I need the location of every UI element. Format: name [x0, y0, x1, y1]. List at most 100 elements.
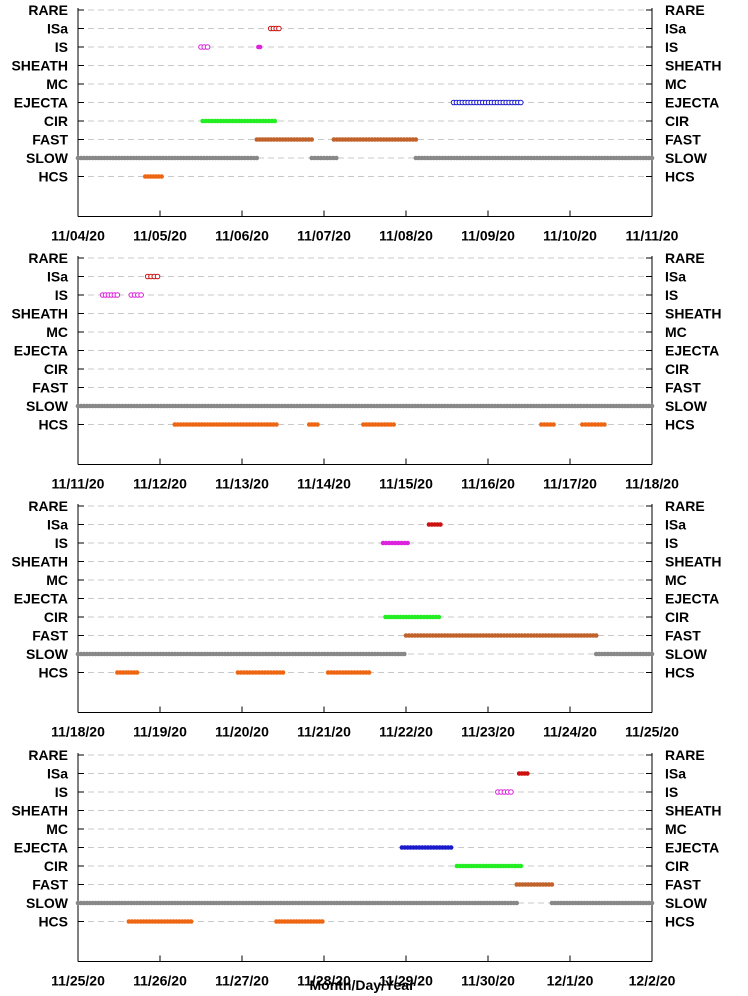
segment-fast — [331, 137, 419, 142]
data-point-is — [138, 292, 144, 298]
y-tick-label-left: SLOW — [26, 150, 69, 166]
data-point-hcs — [598, 422, 604, 427]
x-tick-label: 11/19/20 — [133, 724, 187, 740]
y-tick-label-left: EJECTA — [14, 840, 68, 856]
y-tick-label-left: RARE — [28, 2, 68, 18]
y-tick-label-left: IS — [55, 535, 68, 551]
y-tick-label-left: FAST — [32, 380, 68, 396]
segment-hcs — [306, 422, 320, 427]
segment-cir — [200, 118, 278, 124]
x-tick-label: 11/06/20 — [215, 228, 269, 244]
data-point-hcs — [188, 919, 194, 924]
segment-slow — [413, 155, 655, 161]
segment-hcs — [172, 422, 279, 427]
y-tick-label-left: IS — [55, 784, 68, 800]
y-tick-label-right: SHEATH — [665, 554, 722, 570]
data-point-hcs — [134, 670, 140, 675]
y-tick-label-right: RARE — [665, 747, 705, 763]
segment-hcs — [274, 919, 325, 924]
y-tick-label-left: ISa — [47, 517, 68, 533]
segment-slow — [75, 155, 260, 161]
x-tick-label: 11/07/20 — [297, 228, 351, 244]
data-point-hcs — [595, 422, 601, 427]
data-point-hcs — [602, 422, 607, 427]
x-tick-label: 11/25/20 — [625, 724, 679, 740]
y-tick-label-right: FAST — [665, 380, 701, 396]
data-point-hcs — [366, 670, 372, 675]
data-point-is — [508, 789, 514, 795]
y-tick-label-right: SHEATH — [665, 58, 722, 74]
x-tick-label: 11/28/20 — [297, 973, 351, 989]
segment-hcs — [325, 670, 372, 675]
y-tick-label-left: EJECTA — [14, 95, 68, 111]
y-tick-label-right: FAST — [665, 877, 701, 893]
segment-fast — [514, 882, 555, 887]
y-tick-label-right: CIR — [665, 858, 689, 874]
data-point-fast — [593, 633, 599, 638]
data-point-slow — [649, 155, 655, 161]
y-tick-label-right: ISa — [665, 766, 686, 782]
y-tick-label-left: CIR — [44, 609, 68, 625]
y-tick-label-left: CIR — [44, 858, 68, 874]
y-tick-label-right: SLOW — [665, 150, 708, 166]
data-point-hcs — [274, 422, 279, 427]
x-tick-label: 11/27/20 — [215, 973, 269, 989]
y-tick-label-left: HCS — [38, 914, 68, 930]
data-point-slow — [649, 900, 655, 906]
data-point-hcs — [315, 422, 320, 427]
data-point-slow — [254, 155, 260, 161]
data-point-is — [204, 44, 211, 50]
y-tick-label-right: MC — [665, 572, 687, 588]
data-point-hcs — [592, 422, 598, 427]
segment-slow — [75, 900, 519, 906]
y-tick-label-right: HCS — [665, 417, 695, 433]
segment-is — [380, 540, 410, 546]
segment-is — [256, 44, 263, 50]
data-point-ejecta — [518, 99, 524, 106]
data-point-hcs — [586, 422, 591, 427]
segment-cir — [383, 614, 442, 620]
x-tick-label: 11/10/20 — [543, 228, 597, 244]
y-tick-label-left: IS — [55, 287, 68, 303]
data-point-slow — [514, 900, 519, 906]
segment-isa — [426, 522, 443, 527]
y-tick-label-right: IS — [665, 287, 678, 303]
data-point-hcs — [159, 174, 164, 179]
y-tick-label-right: HCS — [665, 914, 695, 930]
segment-hcs — [235, 670, 286, 675]
data-point-cir — [272, 118, 278, 124]
segment-fast — [254, 137, 315, 142]
y-tick-label-left: MC — [46, 324, 68, 340]
y-tick-label-right: SHEATH — [665, 306, 722, 322]
data-point-isa — [276, 25, 282, 32]
x-tick-label: 11/18/20 — [625, 476, 679, 492]
segment-is — [198, 44, 211, 50]
y-tick-label-right: MC — [665, 76, 687, 92]
segment-ejecta — [450, 99, 524, 106]
panel-2: RARE RARE ISa ISa IS IS SHEATH SHEATH MC MC EJECTA… — [11, 250, 721, 492]
y-tick-label-right: RARE — [665, 2, 705, 18]
segment-is — [99, 292, 121, 298]
segment-slow — [549, 900, 655, 906]
segment-slow — [75, 403, 655, 409]
x-tick-label: 11/18/20 — [51, 724, 105, 740]
y-tick-label-right: CIR — [665, 113, 689, 129]
y-tick-label-left: SHEATH — [11, 58, 68, 74]
y-tick-label-left: RARE — [28, 250, 68, 266]
x-tick-label: 11/14/20 — [297, 476, 351, 492]
y-tick-label-right: IS — [665, 39, 678, 55]
x-tick-label: 11/24/20 — [543, 724, 597, 740]
y-tick-label-right: ISa — [665, 21, 686, 37]
y-tick-label-left: CIR — [44, 113, 68, 129]
segment-slow — [593, 651, 655, 657]
x-tick-label: 11/12/20 — [133, 476, 187, 492]
y-tick-label-right: FAST — [665, 628, 701, 644]
y-tick-label-left: MC — [46, 821, 68, 837]
segment-isa — [516, 771, 530, 776]
data-point-isa — [438, 522, 443, 527]
y-tick-label-left: SLOW — [26, 646, 69, 662]
x-tick-label: 11/08/20 — [379, 228, 433, 244]
y-tick-label-left: SHEATH — [11, 803, 68, 819]
data-point-slow — [649, 403, 655, 409]
